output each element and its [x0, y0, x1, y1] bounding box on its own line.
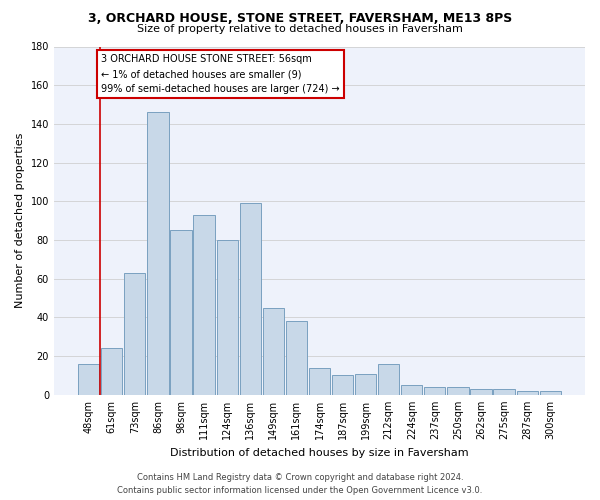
Bar: [239, 203, 261, 395]
Bar: [78, 364, 99, 395]
Bar: [101, 348, 122, 395]
Bar: [401, 385, 422, 395]
Bar: [539, 391, 561, 395]
Bar: [517, 391, 538, 395]
Bar: [263, 308, 284, 395]
Bar: [286, 322, 307, 395]
Text: Size of property relative to detached houses in Faversham: Size of property relative to detached ho…: [137, 24, 463, 34]
Bar: [309, 368, 330, 395]
Bar: [424, 387, 445, 395]
Text: 3 ORCHARD HOUSE STONE STREET: 56sqm
← 1% of detached houses are smaller (9)
99% : 3 ORCHARD HOUSE STONE STREET: 56sqm ← 1%…: [101, 54, 340, 94]
Bar: [493, 389, 515, 395]
Bar: [217, 240, 238, 395]
Bar: [124, 273, 145, 395]
Text: 3, ORCHARD HOUSE, STONE STREET, FAVERSHAM, ME13 8PS: 3, ORCHARD HOUSE, STONE STREET, FAVERSHA…: [88, 12, 512, 26]
Text: Contains HM Land Registry data © Crown copyright and database right 2024.
Contai: Contains HM Land Registry data © Crown c…: [118, 474, 482, 495]
Bar: [448, 387, 469, 395]
Bar: [470, 389, 491, 395]
Bar: [193, 215, 215, 395]
Y-axis label: Number of detached properties: Number of detached properties: [15, 133, 25, 308]
Bar: [378, 364, 400, 395]
Bar: [147, 112, 169, 395]
Bar: [170, 230, 191, 395]
Bar: [355, 374, 376, 395]
X-axis label: Distribution of detached houses by size in Faversham: Distribution of detached houses by size …: [170, 448, 469, 458]
Bar: [332, 376, 353, 395]
